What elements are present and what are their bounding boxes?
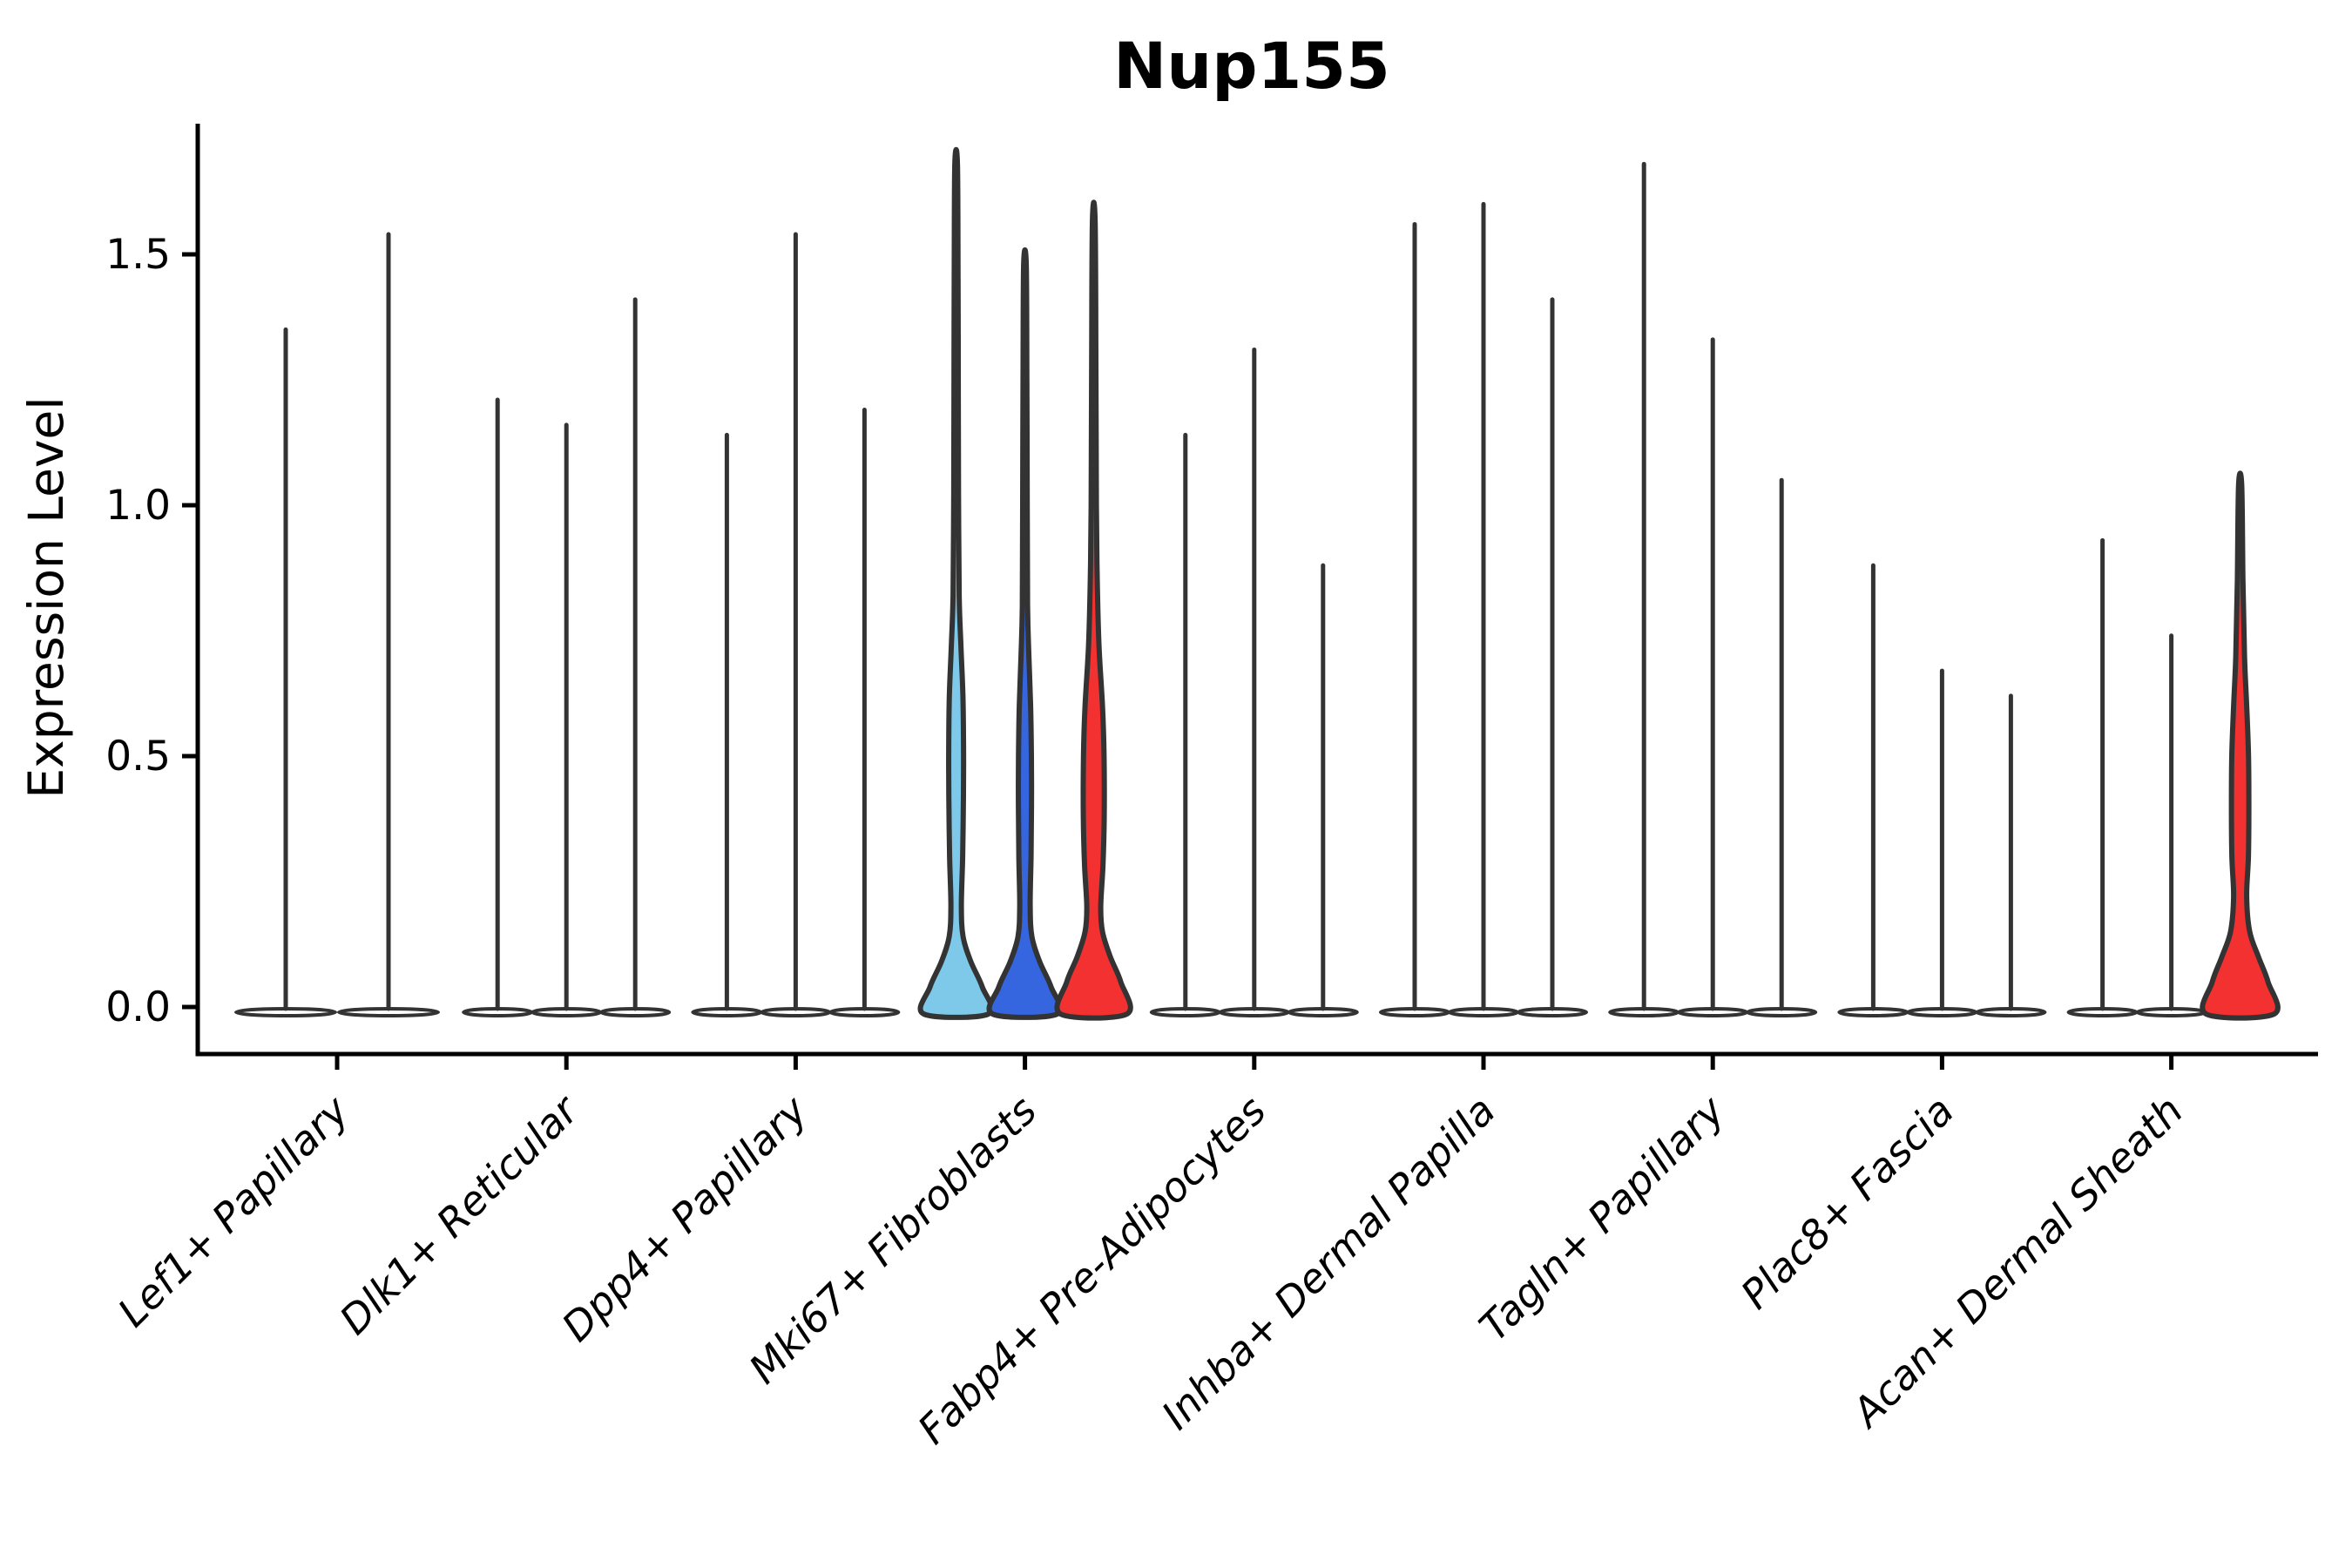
y-tick-label: 1.5 <box>105 231 171 279</box>
chart-title: Nup155 <box>1113 30 1390 104</box>
violins-layer <box>234 146 2281 1021</box>
violin-mki67-fibroblasts-g1 <box>917 146 995 1020</box>
y-axis-ticks: 0.0 0.5 1.0 1.5 <box>105 231 198 1031</box>
y-tick-label: 0.5 <box>105 733 171 781</box>
y-axis-label: Expression Level <box>18 396 74 798</box>
y-tick-label: 0.0 <box>105 983 171 1031</box>
x-axis-ticks <box>335 1054 2174 1070</box>
violin-mki67-fibroblasts-g3 <box>1054 199 1133 1021</box>
violin-mki67-fibroblasts-g2 <box>986 247 1064 1020</box>
y-tick-label: 1.0 <box>105 482 171 530</box>
violin-acan-dermal-sheath-g3 <box>2200 470 2281 1021</box>
